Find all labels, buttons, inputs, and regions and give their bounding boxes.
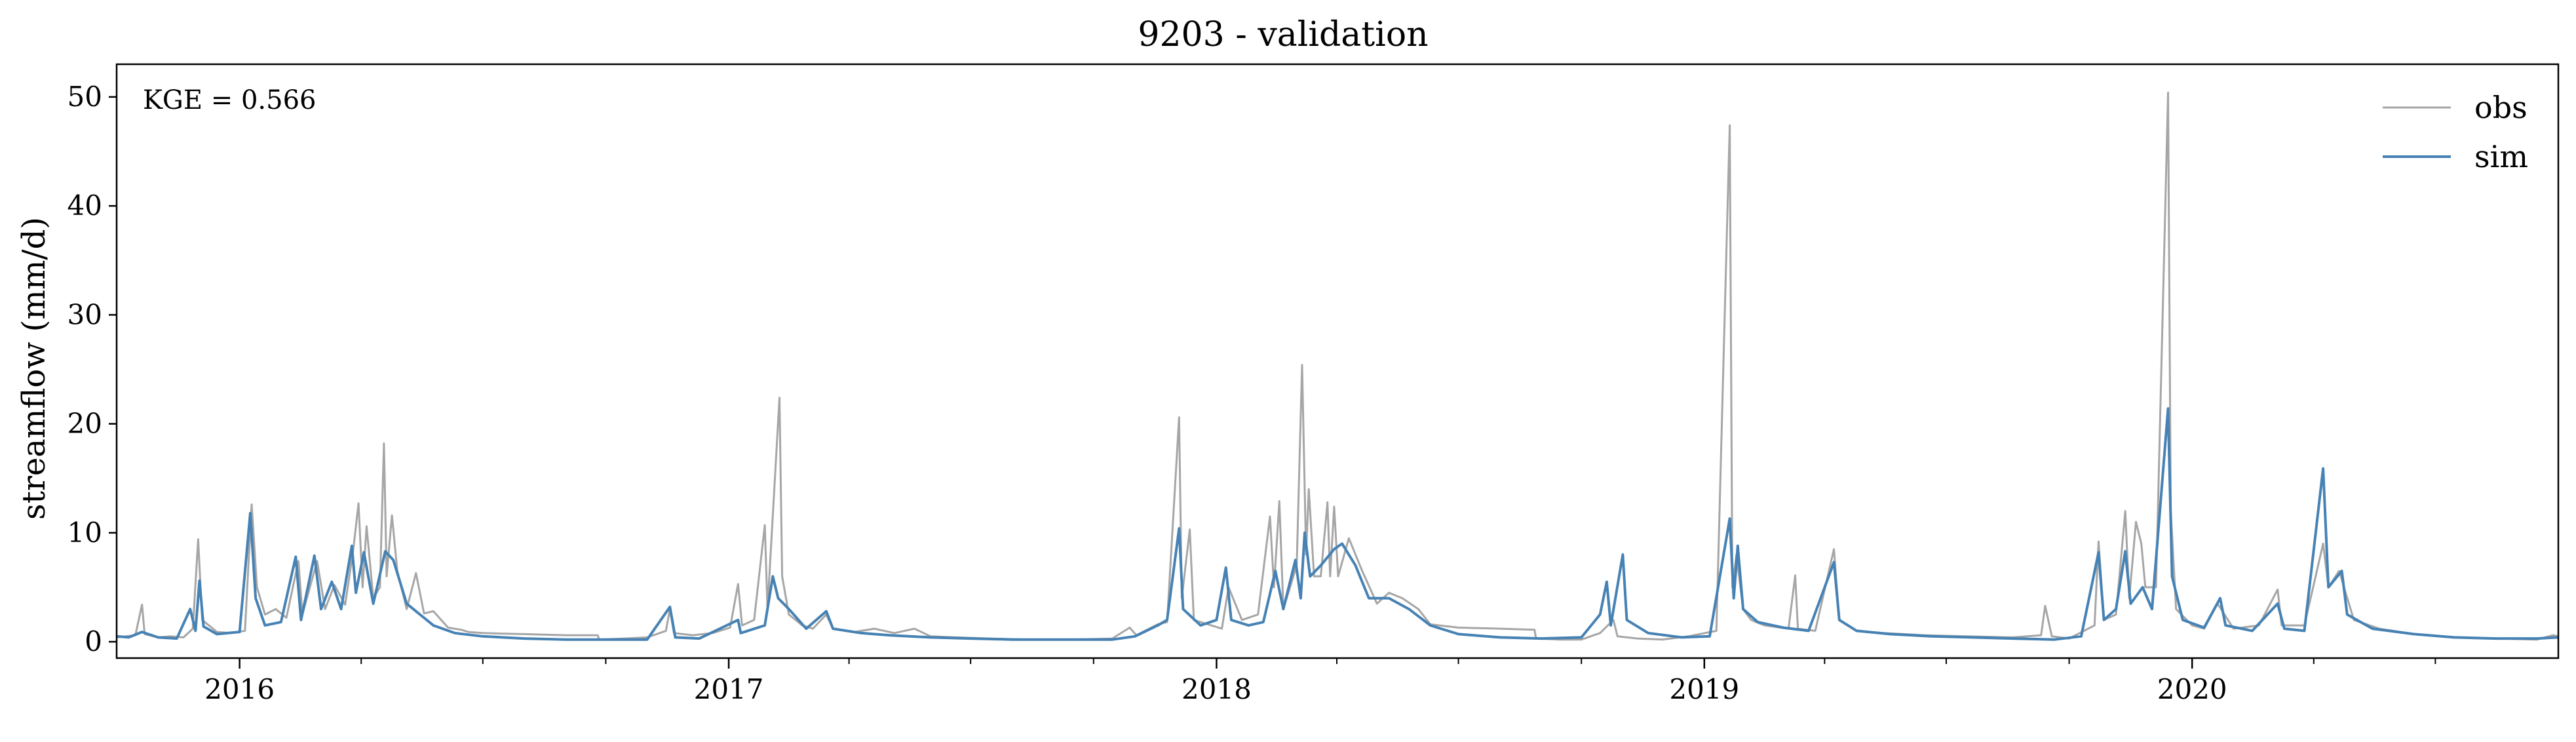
x-tick-label: 2020 bbox=[2157, 673, 2227, 705]
y-tick-label: 20 bbox=[67, 408, 102, 440]
x-tick-label: 2016 bbox=[204, 673, 275, 705]
y-tick-label: 0 bbox=[85, 625, 102, 657]
series-line-obs bbox=[117, 91, 2558, 641]
y-tick-label: 40 bbox=[67, 189, 102, 222]
y-tick-label: 50 bbox=[67, 81, 102, 113]
plot-frame bbox=[115, 63, 2560, 659]
series-layer bbox=[117, 91, 2558, 641]
y-axis: 0 10 20 30 40 50 bbox=[67, 81, 117, 657]
y-tick-label: 10 bbox=[67, 517, 102, 549]
chart-title: 9203 - validation bbox=[1138, 15, 1428, 54]
x-tick-label: 2018 bbox=[1182, 673, 1252, 705]
kge-annotation: KGE = 0.566 bbox=[143, 85, 317, 115]
legend: obs sim bbox=[2383, 90, 2528, 174]
legend-obs-label: obs bbox=[2474, 90, 2528, 125]
series-line-sim bbox=[117, 407, 2558, 641]
y-tick-label: 30 bbox=[67, 298, 102, 330]
legend-sim-label: sim bbox=[2474, 139, 2528, 174]
x-axis: 2016 2017 2018 2019 2020 bbox=[204, 658, 2436, 705]
y-axis-label: streamflow (mm/d) bbox=[16, 217, 52, 520]
x-tick-label: 2017 bbox=[694, 673, 764, 705]
x-tick-label: 2019 bbox=[1669, 673, 1739, 705]
